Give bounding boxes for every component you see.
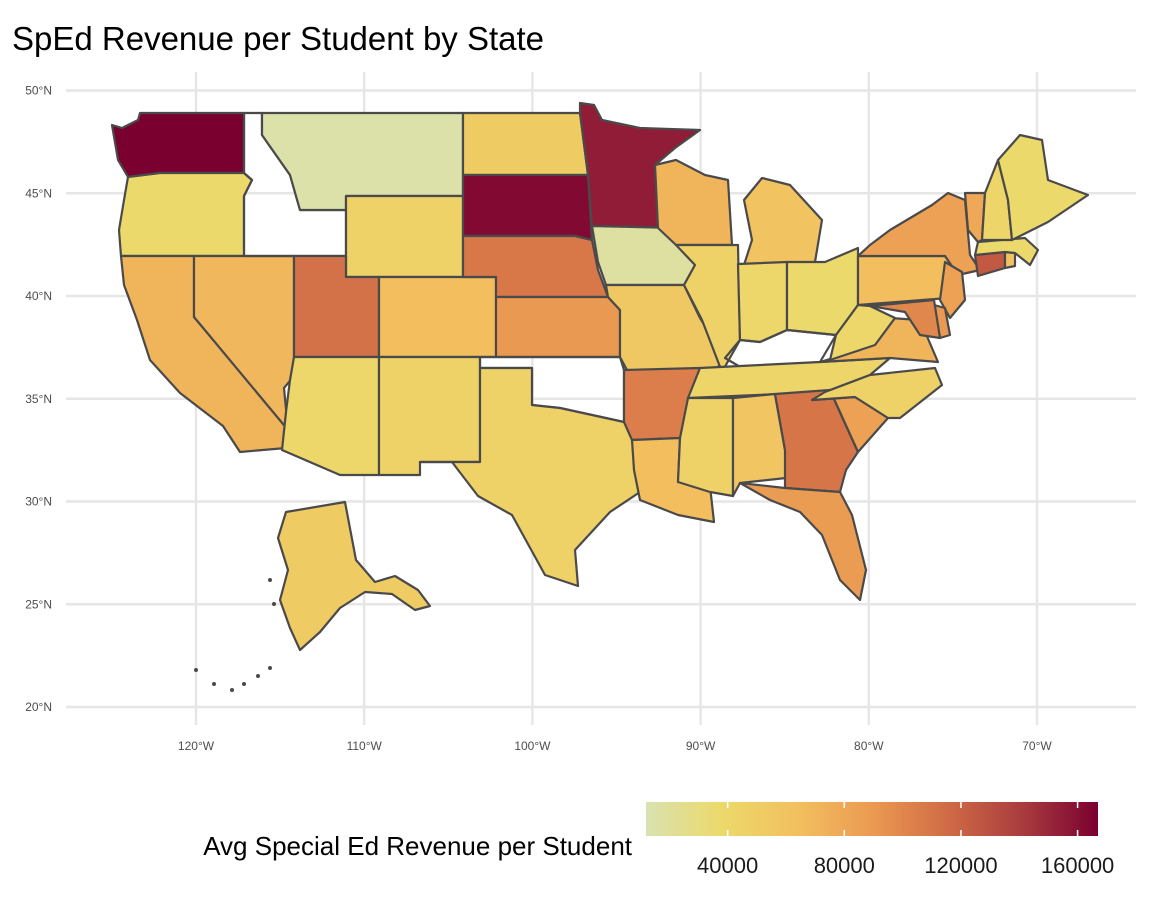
lon-tick-label: 80°W — [854, 739, 884, 753]
lon-tick-label: 70°W — [1022, 739, 1052, 753]
lon-tick-label: 110°W — [347, 739, 383, 753]
lon-tick-label: 120°W — [178, 739, 215, 753]
state-michigan — [742, 176, 824, 267]
lat-tick-label: 40°N — [25, 289, 52, 303]
state-massachusetts — [973, 236, 1040, 267]
legend-ticks: 40000 80000 120000 160000 — [697, 802, 1114, 878]
legend-tick-label: 160000 — [1041, 853, 1114, 878]
lon-tick-label: 90°W — [686, 739, 716, 753]
alaska-island — [242, 682, 246, 686]
state-vermont — [963, 191, 987, 244]
lat-tick-label: 45°N — [25, 186, 52, 200]
state-new-mexico — [377, 355, 482, 477]
state-maryland — [868, 298, 942, 340]
state-maine — [996, 133, 1090, 242]
lat-tick-label: 50°N — [25, 84, 52, 98]
state-south-dakota — [461, 173, 594, 242]
legend-tick-label: 80000 — [814, 853, 875, 878]
state-rhode-island — [1003, 250, 1017, 270]
alaska-island — [272, 602, 276, 606]
axis-labels: 50°N 45°N 40°N 35°N 30°N 25°N 20°N 120°W 110°W 10… — [25, 84, 1052, 754]
state-wisconsin — [653, 158, 734, 247]
state-texas — [418, 366, 642, 588]
lat-tick-label: 25°N — [25, 597, 52, 611]
lat-tick-label: 30°N — [25, 495, 52, 509]
state-washington — [110, 111, 246, 179]
chart-title: SpEd Revenue per Student by State — [12, 20, 544, 57]
alaska-island — [212, 682, 216, 686]
alaska-island — [268, 666, 272, 670]
state-north-carolina — [810, 366, 944, 420]
states-layer — [110, 101, 1090, 652]
lon-tick-label: 100°W — [514, 739, 551, 753]
state-mississippi — [676, 396, 735, 498]
alaska-island — [256, 674, 260, 678]
state-alaska — [276, 500, 432, 652]
state-indiana — [736, 260, 789, 344]
state-new-york — [856, 191, 982, 277]
legend-tick-label: 40000 — [697, 853, 758, 878]
legend-colorbar — [646, 802, 1098, 836]
alaska-island — [194, 668, 198, 672]
state-florida — [738, 481, 868, 602]
alaska-islands — [194, 578, 276, 692]
state-oregon — [117, 171, 254, 258]
state-arizona — [280, 355, 381, 477]
state-wyoming — [344, 194, 465, 279]
legend-title: Avg Special Ed Revenue per Student — [203, 831, 633, 861]
legend-tick-label: 120000 — [924, 853, 997, 878]
alaska-island — [268, 578, 272, 582]
legend: Avg Special Ed Revenue per Student 40000… — [203, 802, 1114, 878]
lat-tick-label: 35°N — [25, 392, 52, 406]
state-colorado — [377, 275, 498, 359]
state-kansas — [494, 295, 622, 359]
state-new-jersey — [938, 260, 967, 320]
lat-tick-label: 20°N — [25, 700, 52, 714]
state-illinois — [674, 243, 742, 374]
alaska-island — [230, 688, 234, 692]
state-north-dakota — [461, 111, 590, 177]
